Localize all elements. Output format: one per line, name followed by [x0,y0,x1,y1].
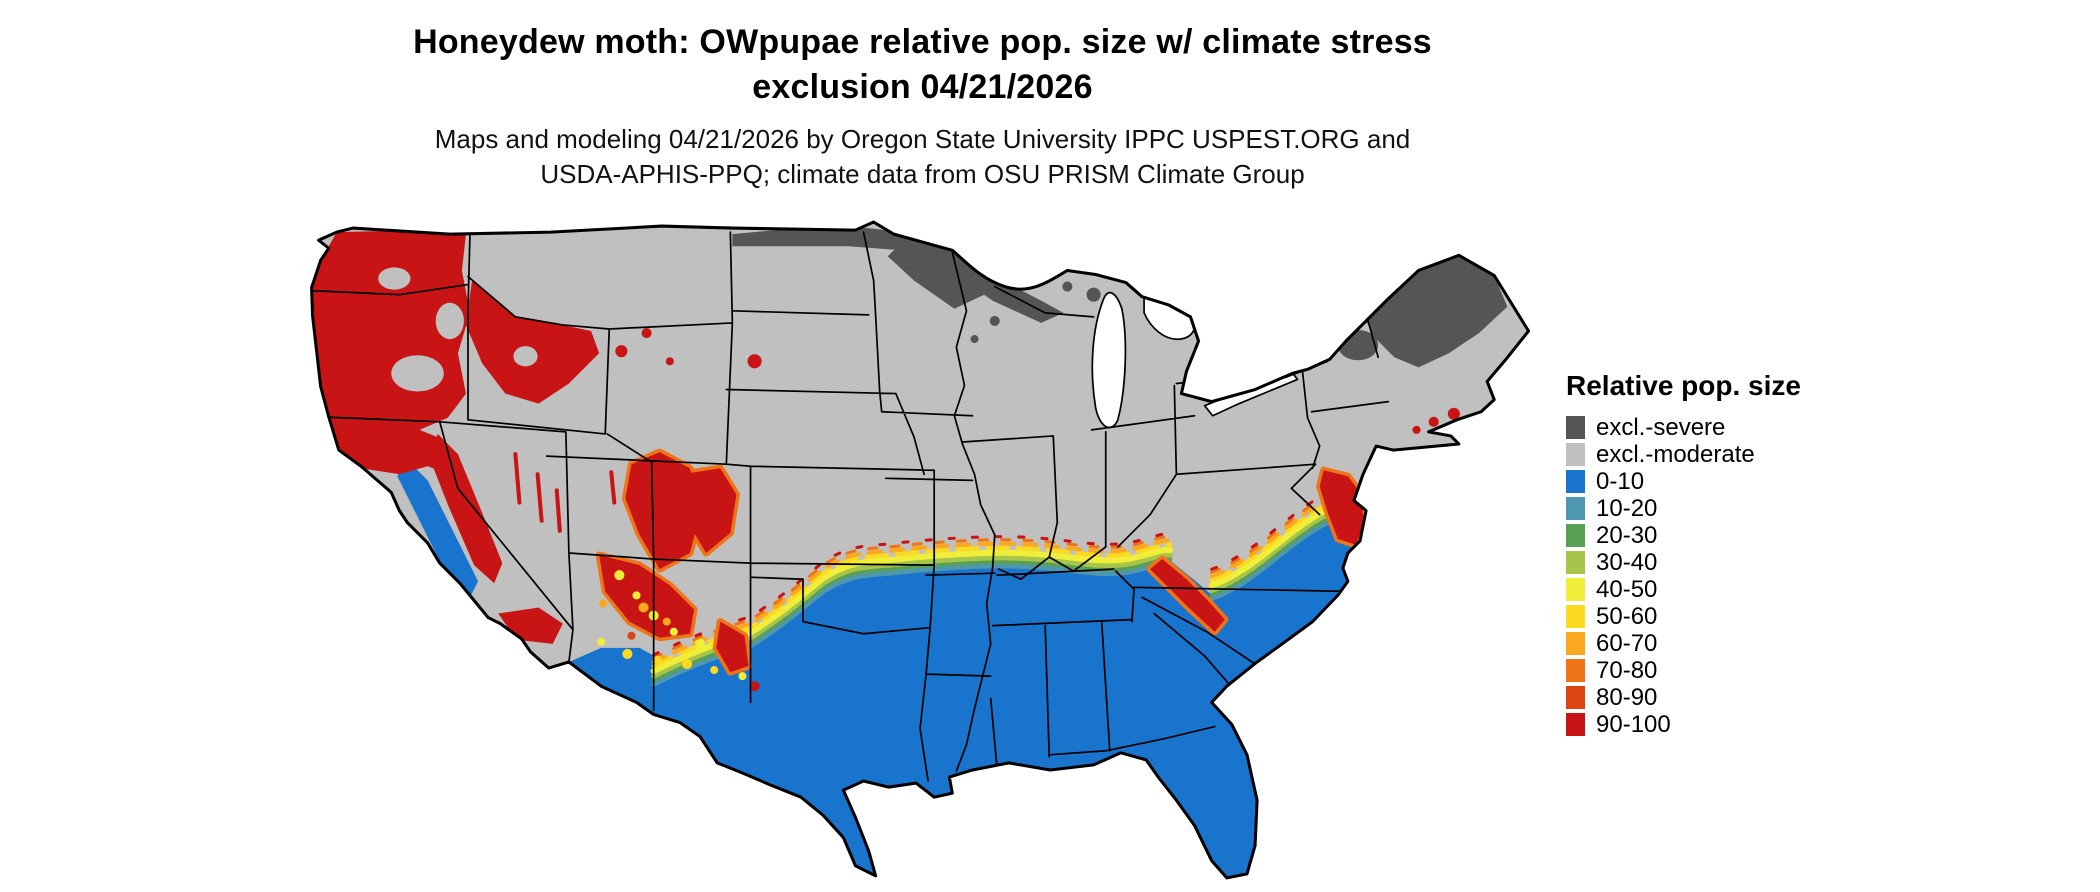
legend-swatch [1566,686,1585,709]
us-map-svg [310,220,1530,880]
title-line-1: Honeydew moth: OWpupae relative pop. siz… [413,23,1432,61]
legend-label: 60-70 [1596,629,1658,657]
legend-swatch [1566,578,1585,601]
legend-label: 30-40 [1596,548,1658,576]
legend-swatch [1566,632,1585,655]
region-pop-90-100 [311,230,1460,692]
legend-swatch [1566,605,1585,628]
legend-item: 80-90 [1566,684,1801,711]
legend-label: excl.-severe [1596,413,1726,441]
legend-item: 50-60 [1566,603,1801,630]
legend-swatch [1566,416,1585,439]
us-map [298,220,1530,886]
legend-label: 90-100 [1596,710,1671,738]
page-title: Honeydew moth: OWpupae relative pop. siz… [0,20,1845,110]
legend-item: 70-80 [1566,657,1801,684]
credit-line-1: Maps and modeling 04/21/2026 by Oregon S… [434,124,1411,154]
legend-swatch [1566,713,1585,736]
legend-label: 10-20 [1596,494,1658,522]
legend-item: 20-30 [1566,522,1801,549]
legend-label: 0-10 [1596,467,1645,495]
legend-item: excl.-moderate [1566,441,1801,468]
legend-label: 80-90 [1596,683,1658,711]
legend-item: 40-50 [1566,576,1801,603]
legend-label: excl.-moderate [1596,440,1755,468]
legend-label: 70-80 [1596,656,1658,684]
legend-title: Relative pop. size [1566,370,1801,401]
credit-text: Maps and modeling 04/21/2026 by Oregon S… [0,122,1845,192]
legend-label: 40-50 [1596,575,1658,603]
region-excl-severe [732,226,1508,368]
legend-swatch [1566,551,1585,574]
legend-swatch [1566,524,1585,547]
legend-swatch [1566,659,1585,682]
legend-item: 30-40 [1566,549,1801,576]
legend-label: 50-60 [1596,602,1658,630]
legend-items: excl.-severe excl.-moderate 0-10 10-20 20-30… [1566,414,1801,738]
legend-item: 0-10 [1566,468,1801,495]
legend-swatch [1566,443,1585,466]
state-borders [311,231,1390,782]
legend-item: 90-100 [1566,711,1801,738]
legend-label: 20-30 [1596,521,1658,549]
title-line-2: exclusion 04/21/2026 [752,68,1093,106]
map-outline [310,220,1530,880]
lake-michigan [1091,291,1127,429]
legend-item: 60-70 [1566,630,1801,657]
legend-item: excl.-severe [1566,414,1801,441]
region-excl-moderate-patches [378,267,538,392]
credit-line-2: USDA-APHIS-PPQ; climate data from OSU PR… [540,159,1305,189]
legend-swatch [1566,497,1585,520]
legend-item: 10-20 [1566,495,1801,522]
legend: Relative pop. size excl.-severe excl.-mod… [1566,370,1801,738]
legend-swatch [1566,470,1585,493]
